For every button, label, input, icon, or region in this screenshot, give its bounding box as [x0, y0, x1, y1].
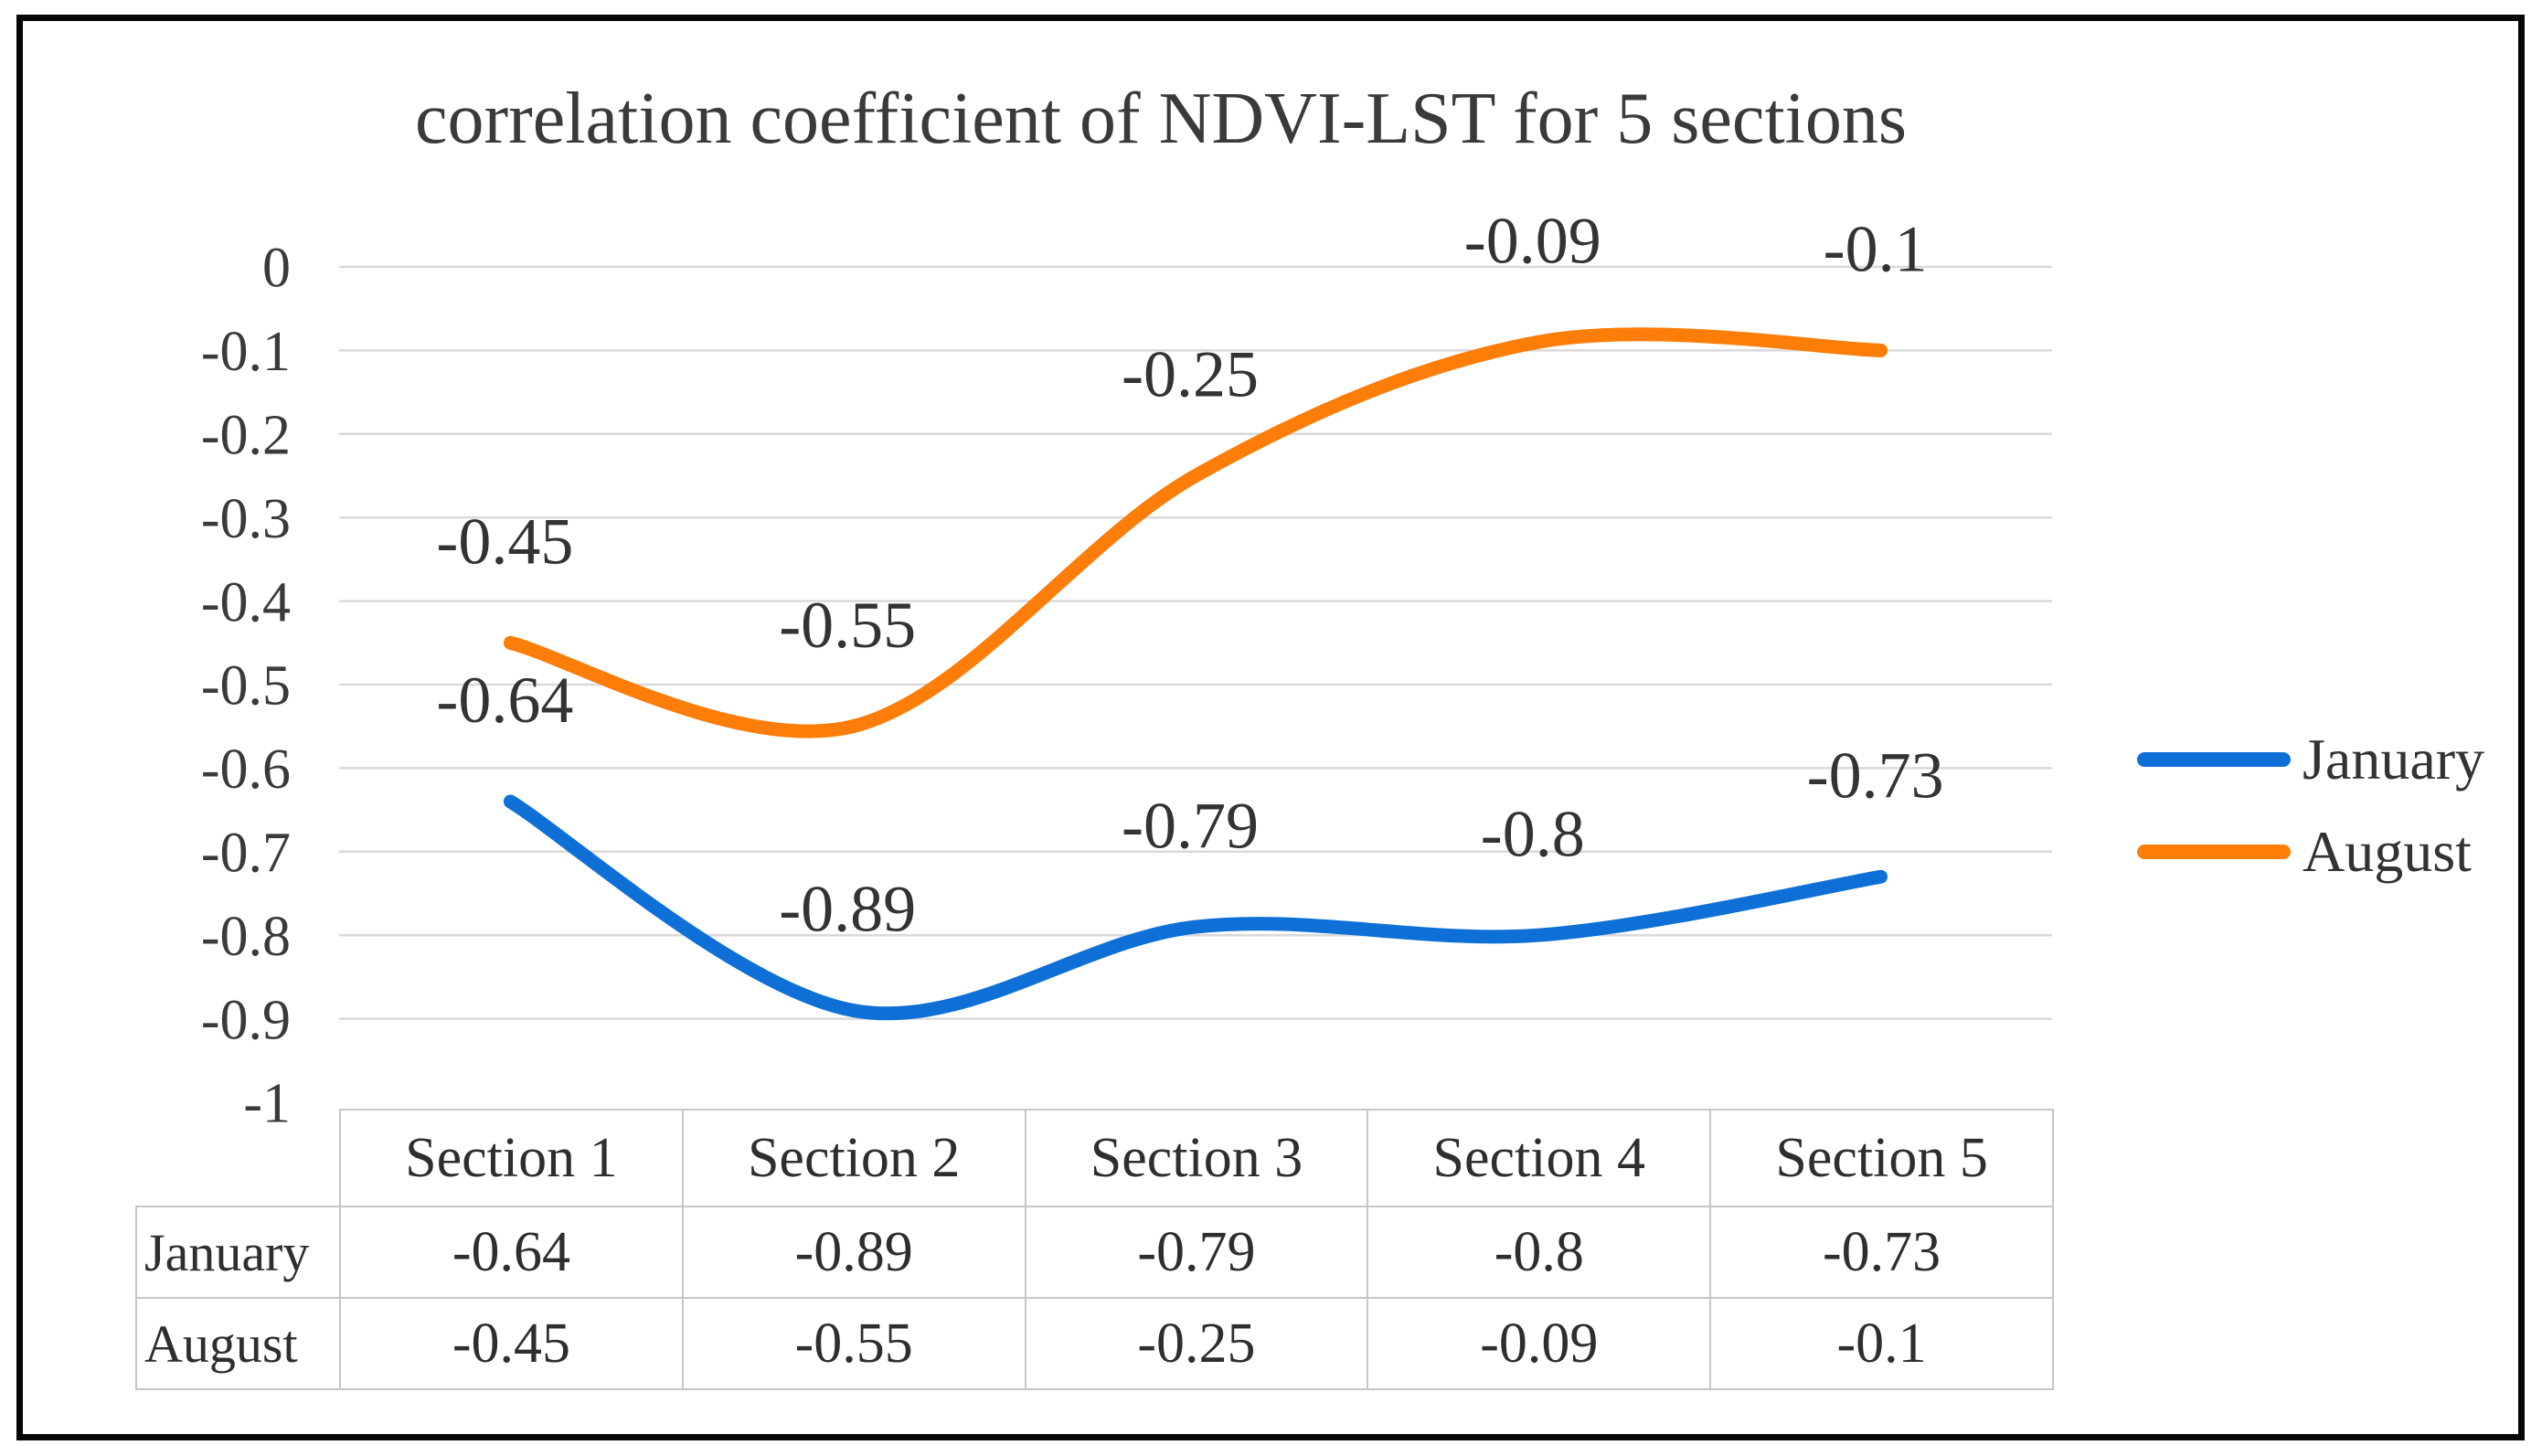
table-header-cell: Section 4 [1367, 1109, 1712, 1207]
table-cell: -0.8 [1367, 1206, 1712, 1299]
august-line-swatch-icon [2137, 844, 2291, 859]
y-axis-tick-label: -0.9 [201, 989, 291, 1051]
table-cell: -0.09 [1367, 1297, 1712, 1390]
chart-title: correlation coefficient of NDVI-LST for … [414, 79, 1908, 159]
legend: January August [2137, 713, 2484, 898]
table-header-row: Section 1 Section 2 Section 3 Section 4 Sect… [136, 1109, 2054, 1207]
y-axis-tick-label: -0.5 [201, 655, 291, 717]
y-axis-tick-label: -0.1 [201, 321, 291, 383]
january-series-line [503, 794, 1888, 1021]
y-axis-tick-label: -0.4 [201, 571, 291, 633]
august-data-label: -0.1 [1824, 213, 1928, 286]
y-axis-tick-label: -0.3 [201, 488, 291, 550]
august-data-label: -0.25 [1122, 338, 1259, 411]
legend-item-january: January [2137, 713, 2484, 805]
august-data-label: -0.09 [1464, 204, 1601, 277]
january-data-label: -0.79 [1122, 789, 1259, 862]
table-cell: -0.73 [1709, 1206, 2054, 1299]
august-data-label: -0.45 [436, 505, 573, 579]
august-series-line [503, 327, 1888, 739]
january-line-swatch-icon [2137, 751, 2291, 767]
table-header-cell: Section 3 [1024, 1109, 1369, 1207]
january-data-label: -0.8 [1481, 797, 1585, 870]
table-row-august: August -0.45 -0.55 -0.25 -0.09 -0.1 [135, 1297, 2054, 1390]
table-cell: -0.1 [1709, 1297, 2054, 1390]
table-header-cell: Section 2 [681, 1109, 1026, 1207]
y-axis-tick-label: -0.7 [201, 823, 291, 885]
row-header-cell: January [135, 1206, 341, 1299]
table-cell: -0.79 [1024, 1206, 1369, 1299]
table-cell: -0.64 [339, 1206, 684, 1299]
y-axis-tick-label: -1 [243, 1073, 291, 1135]
january-data-label: -0.89 [779, 873, 916, 946]
table-cell: -0.89 [681, 1206, 1026, 1299]
y-axis-tick-label: -0.6 [201, 739, 291, 801]
august-data-label: -0.55 [779, 589, 916, 662]
table-cell: -0.25 [1024, 1297, 1369, 1390]
legend-label-august: August [2303, 818, 2472, 884]
legend-item-august: August [2137, 805, 2484, 898]
table-row-january: January -0.64 -0.89 -0.79 -0.8 -0.73 [135, 1206, 2054, 1299]
y-axis-tick-label: 0 [262, 238, 291, 300]
y-axis-tick-label: -0.2 [201, 405, 291, 467]
table-corner-cell [136, 1110, 340, 1206]
table-cell: -0.55 [681, 1297, 1026, 1390]
table-header-cell: Section 5 [1709, 1109, 2054, 1207]
row-header-cell: August [135, 1297, 341, 1390]
january-data-label: -0.73 [1807, 739, 1944, 812]
y-axis-tick-label: -0.8 [201, 906, 291, 968]
data-table: Section 1 Section 2 Section 3 Section 4 Sect… [135, 1109, 2054, 1390]
legend-label-january: January [2303, 726, 2485, 792]
table-cell: -0.45 [339, 1297, 684, 1390]
table-header-cell: Section 1 [339, 1109, 684, 1207]
january-data-label: -0.64 [436, 664, 573, 737]
